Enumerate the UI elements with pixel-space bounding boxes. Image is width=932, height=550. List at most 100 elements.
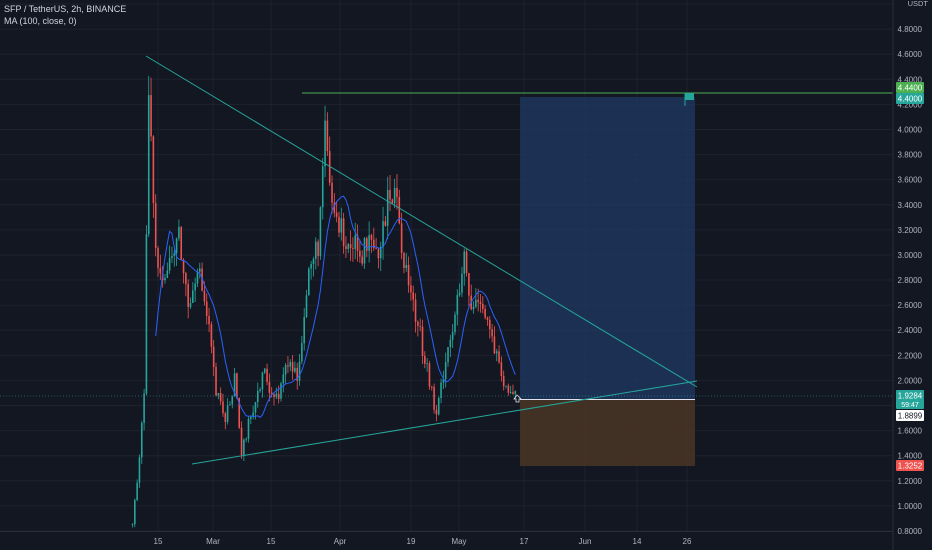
candle-body	[208, 315, 210, 325]
candle-body	[256, 390, 259, 403]
candle-body	[338, 216, 340, 233]
candle-body	[217, 393, 220, 396]
candle-body	[310, 264, 312, 269]
stop-price-tag-text: 1.3252	[898, 462, 923, 471]
candle-body	[259, 389, 261, 391]
price-axis[interactable]: 0.80001.00001.20001.40001.60001.80002.00…	[892, 0, 923, 550]
candle-body	[250, 416, 252, 419]
candle-body	[164, 277, 166, 281]
candle-body	[437, 397, 440, 415]
candle-body	[342, 218, 345, 247]
ascending-trendline[interactable]	[191, 380, 698, 465]
candle-body	[440, 382, 442, 398]
currency-text: USDT	[907, 0, 928, 8]
candle-body	[319, 207, 322, 257]
candle-body	[312, 258, 315, 265]
chart-legend[interactable]: SFP / TetherUS, 2h, BINANCE MA (100, clo…	[4, 3, 126, 27]
candle-body	[375, 248, 377, 250]
candle-body	[301, 343, 303, 362]
candle-body	[226, 405, 229, 422]
time-tick-label: May	[451, 537, 466, 546]
candle-body	[333, 202, 336, 213]
candle-body	[396, 187, 398, 198]
candle-body	[145, 234, 148, 394]
candle-body	[287, 365, 289, 367]
candle-body	[424, 356, 426, 364]
position-zones	[520, 97, 695, 466]
candle-body	[366, 238, 368, 251]
price-tick-label: 2.0000	[898, 376, 923, 385]
candle-body	[222, 401, 224, 414]
price-tick-label: 3.2000	[898, 226, 923, 235]
candle-body	[412, 292, 415, 300]
grid-lines	[0, 0, 893, 532]
candle-body	[314, 241, 317, 259]
candle-body	[277, 393, 280, 399]
candle-body	[428, 363, 431, 387]
symbol-title[interactable]: SFP / TetherUS, 2h, BINANCE	[4, 4, 127, 14]
candle-body	[159, 267, 162, 274]
candle-body	[178, 227, 180, 239]
candle-body	[236, 373, 238, 399]
candle-body	[502, 376, 505, 387]
candle-body	[389, 190, 391, 200]
candle-body	[198, 268, 201, 272]
target-bottom-tag-text: 4.4000	[898, 95, 923, 104]
candle-body	[417, 321, 419, 327]
time-axis[interactable]: 15 Mar 15 Apr 19 May 17 Jun 14 26	[0, 531, 893, 547]
candle-body	[484, 308, 486, 318]
drawing-lines	[0, 55, 893, 465]
candle-body	[305, 295, 308, 318]
price-tick-label: 2.2000	[898, 351, 923, 360]
price-tick-label: 3.8000	[898, 151, 923, 160]
bar-countdown-text: 59:47	[901, 402, 919, 409]
price-tick-label: 1.0000	[898, 502, 923, 511]
target-marker[interactable]	[685, 93, 694, 100]
candle-body	[398, 197, 401, 224]
candle-body	[386, 190, 389, 226]
candle-body	[140, 423, 143, 458]
candle-body	[282, 374, 285, 384]
candle-body	[486, 317, 489, 320]
candle-body	[514, 391, 517, 395]
target-top-tag-text: 4.4400	[898, 84, 923, 93]
candle-body	[414, 299, 417, 322]
indicator-label[interactable]: MA (100, close, 0)	[4, 16, 77, 26]
candle-body	[468, 273, 470, 296]
candle-body	[175, 238, 178, 254]
last-price-tag	[896, 390, 924, 409]
cursor-arrow-icon	[513, 394, 522, 403]
candle-body	[254, 402, 257, 413]
price-tick-label: 4.2000	[898, 100, 923, 109]
price-tick-label: 4.6000	[898, 50, 923, 59]
time-tick-label: Apr	[334, 537, 347, 546]
candle-body	[435, 409, 438, 415]
candle-body	[157, 248, 159, 268]
candle-body	[335, 212, 338, 217]
time-tick-label: 15	[267, 537, 276, 546]
candle-body	[247, 418, 250, 439]
candle-body	[291, 362, 294, 372]
candle-body	[372, 239, 375, 249]
descending-trendline[interactable]	[145, 55, 698, 388]
candle-body	[442, 379, 445, 383]
candle-body	[430, 386, 433, 388]
candle-body	[507, 385, 510, 393]
candle-body	[275, 393, 278, 398]
candle-body	[212, 346, 215, 367]
candle-body	[196, 271, 199, 284]
candle-body	[498, 351, 500, 363]
candle-body	[456, 294, 459, 315]
candle-body	[444, 362, 447, 380]
candle-body	[152, 136, 155, 204]
candle-body	[270, 392, 273, 395]
candle-body	[419, 326, 421, 327]
candle-body	[505, 385, 507, 387]
time-tick-label: 15	[154, 537, 163, 546]
candle-body	[303, 317, 305, 344]
candle-body	[368, 235, 370, 251]
time-tick-label: 14	[633, 537, 642, 546]
price-tick-label: 3.4000	[898, 201, 923, 210]
